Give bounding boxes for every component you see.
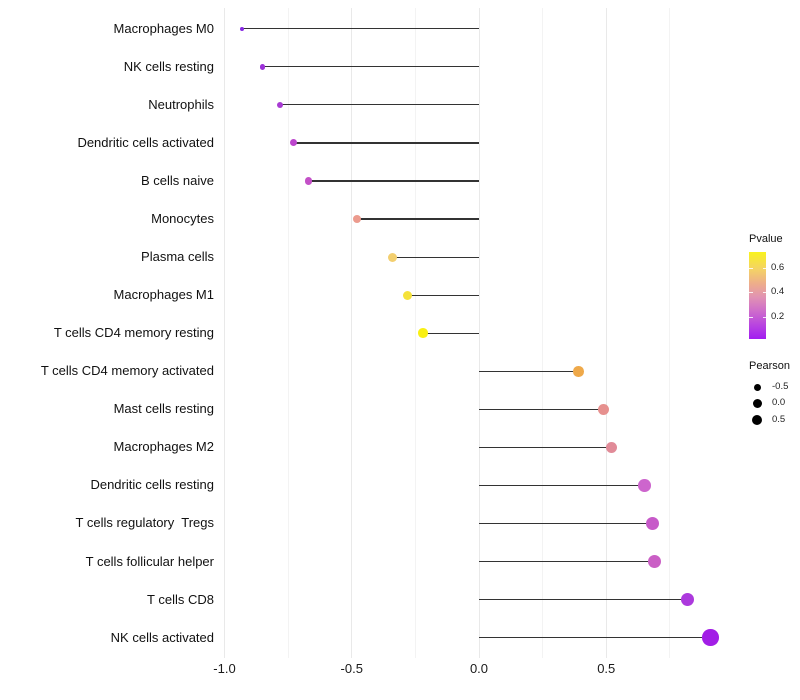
data-point — [387, 252, 397, 262]
data-point — [648, 555, 662, 568]
colorbar-tick-label: 0.4 — [771, 286, 785, 298]
colorbar-tick-mark — [749, 268, 753, 269]
x-tick-label: 0.5 — [597, 661, 616, 676]
data-point — [289, 139, 297, 147]
lollipop-stem — [407, 294, 479, 296]
category-label: Neutrophils — [148, 96, 214, 112]
category-label: T cells follicular helper — [85, 553, 214, 569]
category-label: Dendritic cells resting — [90, 477, 214, 493]
lollipop-stem — [479, 370, 579, 372]
data-point — [259, 64, 266, 70]
category-label: NK cells resting — [123, 58, 214, 74]
pearson-size-dot — [753, 383, 761, 391]
category-label: Plasma cells — [141, 249, 214, 265]
data-point — [277, 101, 284, 108]
colorbar-tick-label: 0.2 — [771, 310, 785, 322]
lollipop-stem — [242, 28, 479, 30]
category-label: Mast cells resting — [113, 401, 214, 417]
category-label: T cells regulatory Tregs — [75, 515, 214, 531]
data-point — [680, 592, 695, 607]
gridline-major — [478, 8, 480, 658]
gridline-minor — [669, 8, 671, 658]
data-point — [638, 479, 651, 492]
category-label: Macrophages M1 — [113, 287, 214, 303]
lollipop-stem — [423, 332, 479, 334]
gridline-minor — [542, 8, 544, 658]
gridline-major — [224, 8, 225, 658]
data-point — [403, 290, 413, 300]
lollipop-stem — [308, 180, 479, 182]
pearson-size-dot — [752, 414, 762, 425]
lollipop-stem — [479, 598, 688, 601]
lollipop-stem — [479, 408, 604, 410]
colorbar-tick-mark — [749, 316, 753, 318]
data-point — [418, 328, 428, 338]
gridline-major — [351, 8, 353, 658]
category-label: T cells CD8 — [147, 591, 214, 607]
lollipop-stem — [479, 522, 653, 525]
gridline-major — [605, 8, 607, 658]
pvalue-legend-title: Pvalue — [749, 233, 783, 245]
x-tick-label: 0.0 — [469, 661, 489, 676]
colorbar-tick-mark — [762, 316, 766, 318]
pearson-size-label: 0.5 — [772, 413, 786, 425]
lollipop-stem — [479, 637, 711, 639]
category-label: NK cells activated — [110, 629, 214, 645]
data-point — [597, 403, 610, 416]
category-label: Macrophages M0 — [113, 20, 214, 36]
gridline-minor — [287, 8, 289, 658]
lollipop-stem — [293, 142, 479, 144]
x-tick-label: -1.0 — [213, 661, 236, 676]
category-label: T cells CD4 memory activated — [40, 363, 214, 379]
data-point — [352, 214, 362, 224]
colorbar-tick-mark — [762, 292, 766, 294]
lollipop-stem — [392, 256, 479, 258]
data-point — [240, 26, 245, 31]
category-label: Dendritic cells activated — [77, 134, 214, 150]
gridline-minor — [414, 8, 416, 658]
category-label: Macrophages M2 — [113, 439, 214, 455]
pearson-size-label: 0.0 — [772, 397, 786, 409]
data-point — [702, 629, 719, 646]
lollipop-stem — [479, 560, 655, 563]
pearson-size-dot — [752, 398, 762, 408]
colorbar-tick-mark — [749, 292, 753, 294]
lollipop-stem — [479, 484, 645, 486]
pvalue-colorbar — [749, 252, 766, 339]
colorbar-tick-mark — [762, 268, 766, 269]
category-label: B cells naive — [141, 173, 214, 188]
pearson-legend-title: Pearson — [749, 360, 790, 372]
category-label: Monocytes — [151, 211, 214, 227]
x-tick-label: -0.5 — [340, 661, 363, 676]
data-point — [573, 366, 584, 377]
data-point — [605, 441, 618, 454]
lollipop-stem — [356, 218, 479, 220]
data-point — [645, 516, 659, 530]
lollipop-stem — [280, 104, 479, 106]
lollipop-stem — [262, 66, 479, 68]
colorbar-tick-label: 0.6 — [771, 262, 785, 273]
category-label: T cells CD4 memory resting — [53, 325, 214, 341]
lollipop-stem — [479, 446, 612, 448]
pearson-size-label: -0.5 — [772, 381, 789, 392]
data-point — [304, 177, 313, 185]
